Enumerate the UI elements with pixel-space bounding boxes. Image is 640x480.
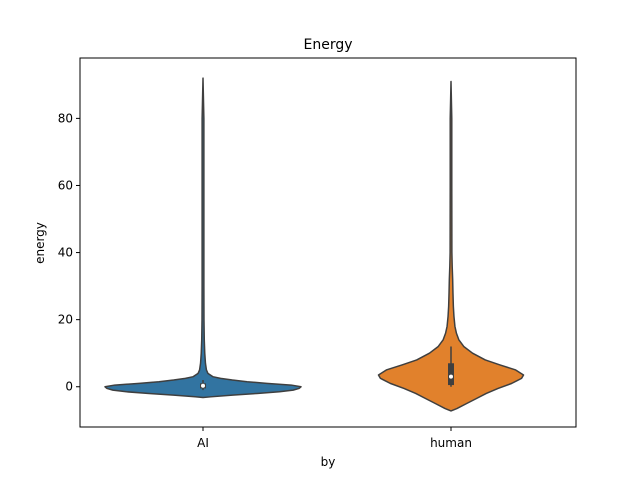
iqr-box-human — [448, 363, 454, 386]
plot-area: 0 20 40 60 80 AI human — [58, 57, 577, 450]
violin-human — [377, 80, 525, 412]
violin-ai — [104, 77, 302, 399]
x-axis-label: by — [321, 455, 336, 469]
y-axis-ticks: 0 20 40 60 80 — [58, 111, 80, 394]
median-marker-ai — [201, 383, 205, 388]
y-tick-label: 0 — [65, 380, 73, 394]
plot-frame — [79, 57, 577, 428]
x-tick-label-human: human — [430, 436, 472, 450]
x-axis-ticks: AI human — [197, 427, 472, 450]
median-marker-human — [449, 374, 453, 379]
y-tick-label: 20 — [58, 313, 73, 327]
y-tick-label: 80 — [58, 111, 73, 125]
y-axis-label: energy — [33, 222, 47, 264]
violins-group — [104, 77, 525, 412]
y-tick-label: 40 — [58, 246, 73, 260]
y-tick-label: 60 — [58, 178, 73, 192]
chart-title: Energy — [303, 37, 352, 53]
x-tick-label-ai: AI — [197, 436, 209, 450]
